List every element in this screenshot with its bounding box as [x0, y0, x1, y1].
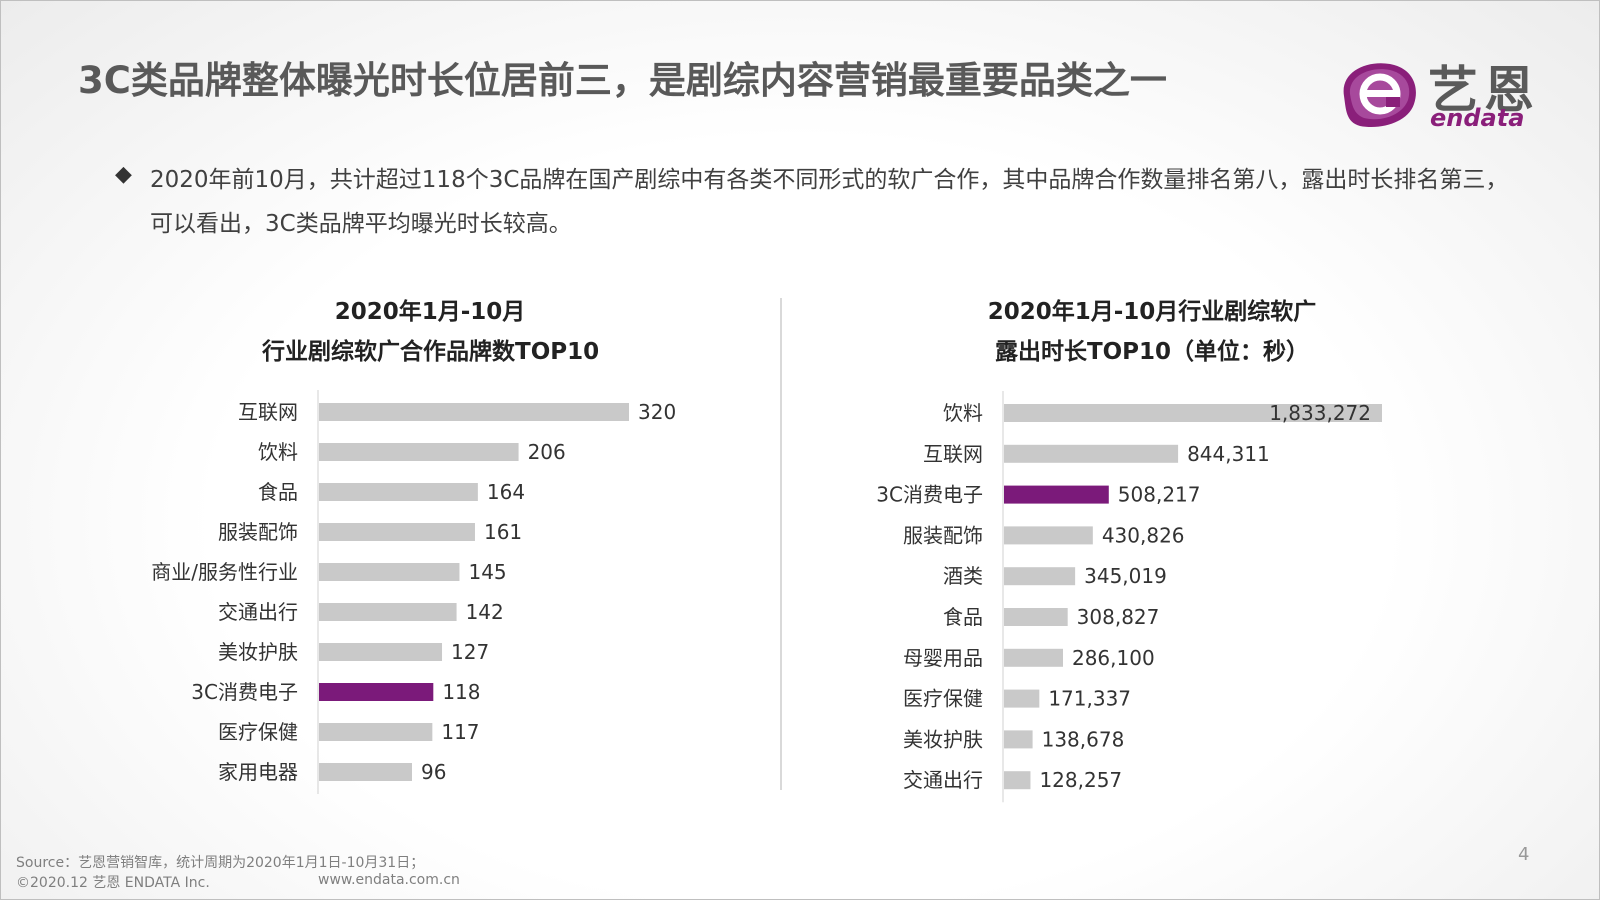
- chart2-category-label: 美妆护肤: [903, 727, 983, 751]
- chart2-bar: [1004, 404, 1382, 422]
- chart2-bar: [1004, 771, 1031, 790]
- chart2-category-label: 医疗保健: [903, 687, 983, 711]
- chart2-value-label: 1,833,272: [1269, 401, 1371, 425]
- chart1-title: 2020年1月-10月 行业剧综软广合作品牌数TOP10: [262, 292, 600, 372]
- chart1-bar: [319, 403, 629, 421]
- chart1-value-label: 118: [442, 680, 480, 704]
- chart1-value-label: 206: [528, 440, 566, 464]
- chart1-category-label: 3C消费电子: [191, 680, 298, 704]
- chart2-category-label: 饮料: [943, 401, 983, 425]
- chart1-bar: [319, 603, 457, 621]
- chart1-category-label: 美妆护肤: [218, 640, 298, 664]
- chart1-category-label: 服装配饰: [218, 520, 298, 544]
- summary-text: 2020年前10月，共计超过118个3C品牌在国产剧综中有各类不同形式的软广合作…: [150, 167, 1509, 237]
- chart2-bar: [1004, 485, 1109, 504]
- chart2-category-label: 3C消费电子: [876, 483, 983, 507]
- chart2-value-label: 430,826: [1102, 523, 1185, 547]
- chart2-bar: [1004, 567, 1076, 586]
- chart2-category-label: 服装配饰: [903, 523, 983, 547]
- chart1-bar: [319, 643, 443, 661]
- chart1-value-label: 127: [451, 640, 489, 664]
- chart2-category-label: 交通出行: [903, 768, 983, 792]
- chart2-category-label: 酒类: [943, 564, 983, 588]
- chart2-value-label: 171,337: [1048, 687, 1131, 711]
- chart1-value-label: 320: [638, 400, 676, 424]
- chart2-value-label: 844,311: [1187, 442, 1270, 466]
- chart2-category-label: 食品: [943, 605, 983, 629]
- chart2-bar: [1004, 689, 1040, 708]
- footer-website: www.endata.com.cn: [318, 872, 460, 888]
- page-number: 4: [1518, 844, 1530, 865]
- footer-source: Source：艺恩营销智库，统计周期为2020年1月1日-10月31日；: [16, 855, 425, 871]
- chart2-value-label: 345,019: [1084, 564, 1167, 588]
- chart1-bar: [319, 523, 475, 541]
- chart2-title-line2: 露出时长TOP10（单位：秒）: [994, 339, 1310, 365]
- chart1-bar: [319, 483, 478, 501]
- chart2-value-label: 138,678: [1042, 727, 1125, 751]
- chart2-bar: [1004, 730, 1033, 749]
- chart1-category-label: 医疗保健: [218, 720, 298, 744]
- chart1-category-label: 饮料: [258, 440, 298, 464]
- chart1-value-label: 161: [484, 520, 522, 544]
- diamond-bullet-icon: ◆: [115, 162, 132, 187]
- chart2-bar: [1004, 608, 1068, 626]
- chart1-bar: [319, 563, 460, 581]
- chart1-value-label: 164: [487, 480, 525, 504]
- chart1-category-label: 交通出行: [218, 600, 298, 624]
- chart1-title-line2: 行业剧综软广合作品牌数TOP10: [262, 339, 600, 365]
- chart1-category-label: 食品: [258, 480, 298, 504]
- chart2-title-line1: 2020年1月-10月行业剧综软广: [987, 299, 1317, 325]
- chart1-bar: [319, 683, 434, 701]
- logo-chinese-text: 艺恩: [1428, 61, 1540, 119]
- chart-divider: [780, 298, 782, 790]
- endata-logo: 艺恩 endata: [1336, 52, 1556, 132]
- chart1-value-label: 96: [421, 760, 446, 784]
- chart1-bar: [319, 723, 433, 741]
- chart1-value-label: 145: [468, 560, 506, 584]
- chart1-category-label: 商业/服务性行业: [151, 560, 298, 584]
- chart2-value-label: 128,257: [1039, 768, 1122, 792]
- chart2-bar: [1004, 526, 1093, 545]
- chart1-bar: [319, 763, 412, 781]
- chart2-title: 2020年1月-10月行业剧综软广 露出时长TOP10（单位：秒）: [962, 292, 1342, 372]
- chart2-value-label: 508,217: [1118, 483, 1201, 507]
- chart2-category-label: 母婴用品: [903, 646, 983, 670]
- logo-english-text: endata: [1430, 104, 1525, 132]
- chart1-title-line1: 2020年1月-10月: [334, 299, 526, 325]
- endata-logo-icon: [1343, 63, 1416, 128]
- chart1-category-label: 互联网: [238, 400, 298, 424]
- chart2-category-label: 互联网: [923, 442, 983, 466]
- chart1-value-label: 117: [441, 720, 479, 744]
- chart2-bar: [1004, 444, 1179, 463]
- chart1-category-label: 家用电器: [218, 760, 298, 784]
- chart2-value-label: 286,100: [1072, 646, 1155, 670]
- chart2-bar: [1004, 648, 1063, 667]
- footer-copyright: ©2020.12 艺恩 ENDATA Inc.: [16, 875, 210, 891]
- chart1-bar: [319, 443, 519, 461]
- chart1-value-label: 142: [466, 600, 504, 624]
- page-title: 3C类品牌整体曝光时长位居前三，是剧综内容营销最重要品类之一: [78, 59, 1167, 102]
- chart2-value-label: 308,827: [1077, 605, 1160, 629]
